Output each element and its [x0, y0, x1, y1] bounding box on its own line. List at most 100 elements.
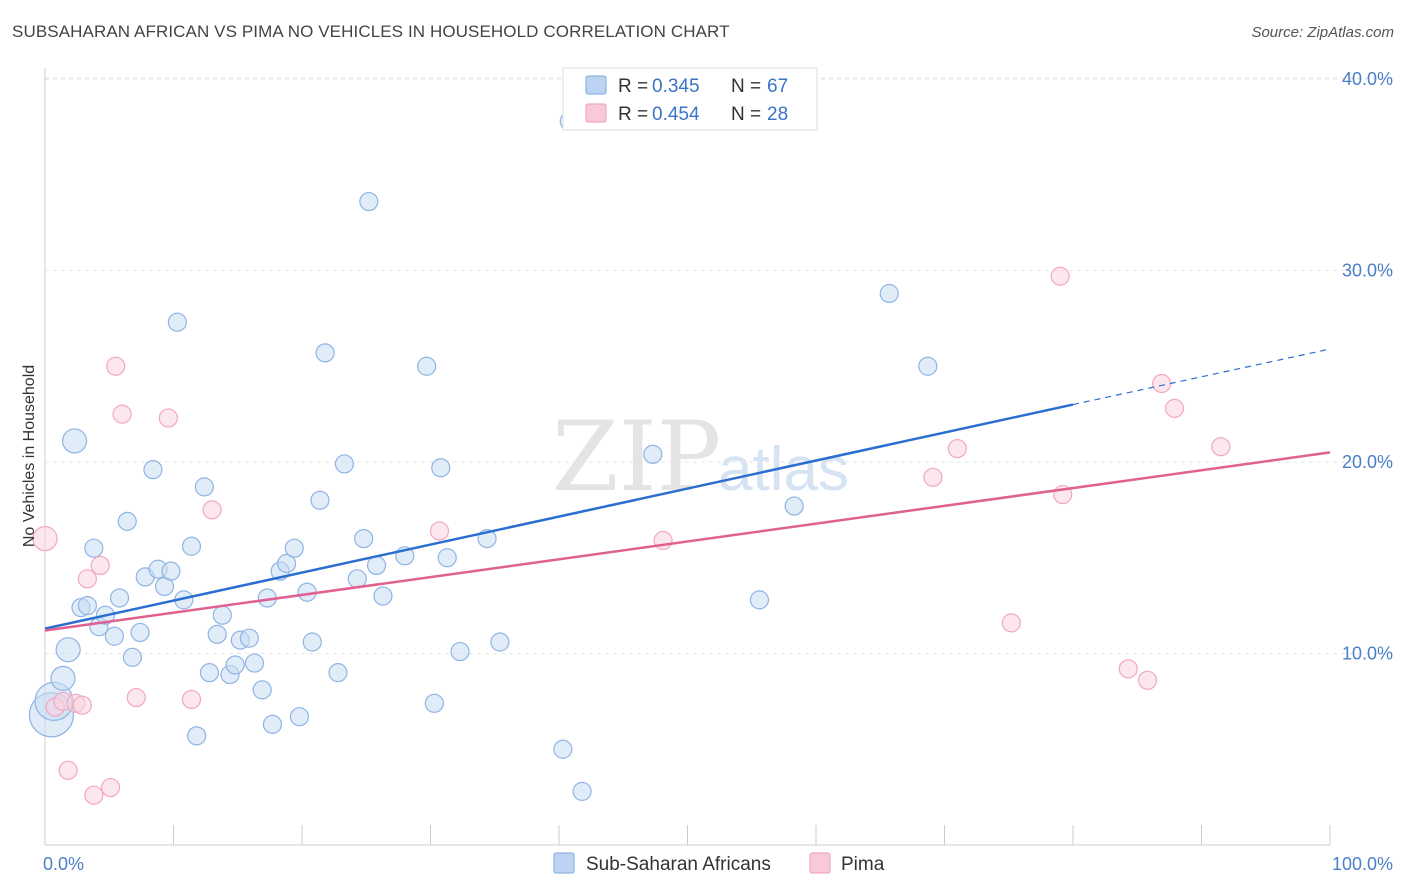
data-point — [104, 626, 124, 646]
data-point — [58, 760, 78, 780]
series-sub-saharan-africans — [28, 111, 938, 801]
data-point — [252, 680, 272, 700]
legend-n-label: N = — [731, 104, 761, 125]
data-point — [328, 663, 348, 683]
y-tick-label: 30.0% — [1342, 261, 1393, 281]
data-point — [262, 714, 283, 734]
data-point — [158, 408, 178, 428]
chart-title: SUBSAHARAN AFRICAN VS PIMA NO VEHICLES I… — [12, 22, 730, 41]
data-point — [1164, 398, 1185, 418]
bottom-legend-label: Sub-Saharan Africans — [586, 854, 771, 875]
data-point — [50, 665, 76, 691]
data-point — [302, 632, 322, 652]
chart-source: Source: ZipAtlas.com — [1251, 24, 1394, 41]
data-point — [1137, 670, 1158, 690]
correlation-legend: R = 0.345 N = 67 R = 0.454 N = 28 — [562, 67, 818, 131]
data-point — [161, 561, 181, 581]
data-point — [90, 555, 110, 576]
data-point — [32, 525, 58, 552]
trend-line-blue — [44, 403, 1074, 630]
data-point — [354, 528, 374, 549]
bottom-legend-swatch-pink — [809, 852, 831, 874]
data-point — [212, 605, 232, 625]
data-point — [181, 689, 202, 710]
legend-n-value: 67 — [767, 76, 788, 97]
trend-line-blue-extension — [1072, 348, 1331, 406]
data-point — [244, 653, 265, 673]
data-point — [202, 500, 222, 520]
data-point — [1211, 437, 1231, 457]
data-point — [334, 454, 355, 474]
data-point — [553, 739, 573, 759]
data-point — [72, 695, 92, 715]
data-point — [947, 438, 967, 459]
trend-lines — [44, 348, 1331, 632]
data-point — [122, 647, 142, 667]
y-tick-label: 10.0% — [1342, 644, 1393, 664]
trend-line-pink — [44, 451, 1331, 632]
legend-r-value: 0.454 — [652, 104, 700, 125]
series-pima — [32, 266, 1231, 805]
data-point — [167, 312, 187, 332]
axes: 0.0% 100.0% — [43, 68, 1393, 874]
data-point — [749, 590, 770, 610]
data-point — [417, 356, 437, 376]
data-point — [289, 707, 310, 727]
legend-swatch-pink — [585, 103, 607, 123]
legend-n-value: 28 — [767, 104, 788, 125]
data-point — [310, 490, 330, 510]
data-point — [77, 569, 98, 589]
x-tick-label: 100.0% — [1332, 854, 1393, 874]
data-point — [106, 356, 126, 376]
data-point — [918, 356, 938, 376]
y-axis-label: No Vehicles in Household — [21, 365, 38, 547]
data-point — [225, 655, 245, 675]
data-point — [84, 538, 104, 558]
data-point — [366, 555, 387, 576]
series-legend: Sub-Saharan Africans Pima — [553, 852, 885, 875]
data-point — [450, 641, 470, 662]
data-point — [126, 687, 146, 708]
data-point — [284, 538, 304, 558]
data-point — [431, 458, 451, 478]
data-point — [181, 536, 202, 556]
data-point — [112, 404, 132, 424]
data-point — [315, 343, 335, 363]
data-point — [109, 588, 130, 608]
data-point — [77, 596, 98, 616]
data-point — [424, 693, 444, 713]
data-point — [1118, 659, 1138, 679]
legend-r-label: R = — [618, 76, 648, 97]
data-point — [187, 726, 207, 746]
data-point — [130, 622, 150, 643]
bottom-legend-swatch-blue — [553, 852, 575, 874]
legend-n-label: N = — [731, 76, 761, 97]
data-point — [359, 191, 379, 212]
data-point — [207, 624, 227, 644]
data-point — [1001, 613, 1021, 633]
data-point — [55, 637, 81, 663]
data-point — [879, 283, 899, 304]
data-point — [784, 496, 804, 516]
data-point — [373, 586, 393, 606]
watermark-zip: ZIP — [552, 401, 721, 513]
data-point — [1050, 266, 1070, 286]
data-point — [1152, 373, 1172, 394]
data-point — [61, 428, 88, 454]
data-point — [437, 548, 457, 568]
data-point — [199, 663, 220, 683]
data-point — [143, 460, 163, 480]
data-point — [643, 444, 663, 464]
data-point — [117, 511, 137, 531]
data-point — [100, 777, 121, 798]
gridlines: 10.0% 20.0% 30.0% 40.0% — [45, 69, 1393, 664]
data-point — [276, 553, 297, 574]
data-point — [239, 628, 259, 648]
data-point — [923, 467, 943, 487]
y-tick-label: 40.0% — [1342, 69, 1393, 89]
data-point — [84, 785, 104, 805]
legend-swatch-blue — [585, 75, 607, 95]
legend-r-label: R = — [618, 104, 648, 125]
legend-r-value: 0.345 — [652, 76, 700, 97]
